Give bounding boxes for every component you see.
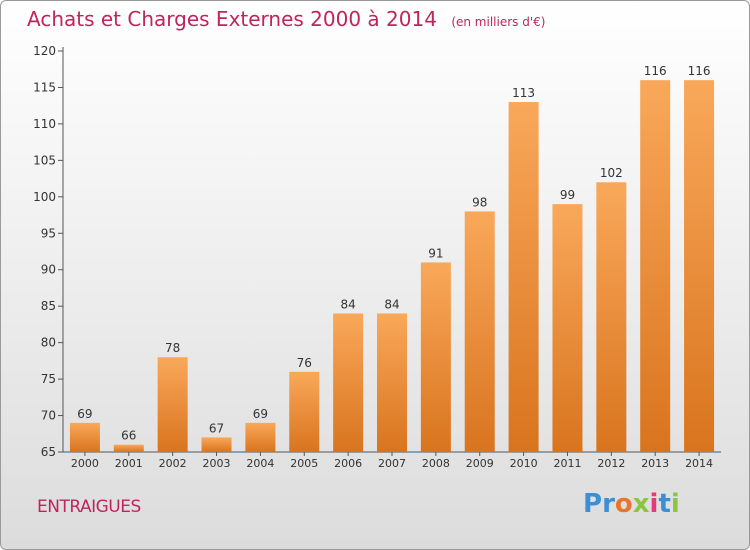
bar [245,422,276,452]
bar-value-label: 78 [165,341,180,355]
bar-value-label: 69 [253,407,268,421]
x-tick-label: 2009 [466,457,494,470]
bar-value-label: 67 [209,421,224,435]
bar-value-label: 91 [428,246,443,260]
bar [464,211,495,452]
bar [289,371,320,452]
bar-value-label: 98 [472,195,487,209]
bar-value-label: 69 [77,407,92,421]
proxiti-logo: Proxiti [583,489,680,519]
logo-letter: i [670,489,680,519]
bar-value-label: 76 [297,356,312,370]
bar-value-label: 102 [600,166,623,180]
y-tick-label: 80 [41,336,56,350]
y-tick-label: 85 [41,299,56,313]
bar-value-label: 116 [688,64,711,78]
chart-subtitle: (en milliers d'€) [451,15,546,29]
y-tick-label: 105 [33,153,56,167]
bar [640,80,671,452]
y-tick-label: 70 [41,409,56,423]
x-tick-label: 2013 [641,457,669,470]
bar-value-label: 84 [340,297,355,311]
logo-letter: x [632,489,650,519]
bar-value-label: 116 [644,64,667,78]
bar [552,204,583,452]
chart-bars: 69 66 78 67 69 76 84 84 91 98 113 99 102 116 116 [69,64,715,452]
chart-title: Achats et Charges Externes 2000 à 2014 (… [27,7,545,31]
bar [508,102,539,452]
bar [596,182,627,452]
logo-letter: o [614,489,633,519]
x-tick-label: 2005 [290,457,318,470]
bar [684,80,715,452]
bar-value-label: 66 [121,429,136,443]
y-tick-label: 115 [33,80,56,94]
bar [69,422,100,452]
bar [377,313,407,452]
x-tick-label: 2007 [378,457,406,470]
bar [113,444,144,452]
x-tick-label: 2003 [203,457,231,470]
logo-letter: P [583,489,603,519]
x-tick-label: 2001 [115,457,143,470]
y-tick-label: 90 [41,263,56,277]
x-tick-label: 2011 [553,457,581,470]
logo-letter: r [602,489,615,519]
x-tick-label: 2002 [159,457,187,470]
bar-value-label: 84 [384,297,399,311]
y-tick-label: 75 [41,372,56,386]
x-tick-label: 2010 [510,457,538,470]
logo-letter: t [658,489,671,519]
logo-letter: i [649,489,659,519]
x-tick-label: 2004 [246,457,274,470]
x-tick-label: 2006 [334,457,362,470]
bar [420,262,451,452]
x-tick-label: 2000 [71,457,99,470]
bar-value-label: 113 [512,86,535,100]
bar [201,437,232,452]
y-tick-label: 110 [33,117,56,131]
y-tick-label: 65 [41,445,56,459]
x-tick-label: 2014 [685,457,713,470]
x-tick-label: 2008 [422,457,450,470]
bar [157,357,188,452]
y-tick-label: 120 [33,44,56,58]
chart-axes: 65 70 75 80 85 90 95 100 105 110 115 120 2000 2001 200… [33,44,721,470]
town-name: ENTRAIGUES [37,497,141,517]
y-tick-label: 100 [33,190,56,204]
bar-value-label: 99 [560,188,575,202]
x-tick-label: 2012 [597,457,625,470]
bar [333,313,364,452]
y-tick-label: 95 [41,226,56,240]
chart-title-text: Achats et Charges Externes 2000 à 2014 [27,7,437,31]
